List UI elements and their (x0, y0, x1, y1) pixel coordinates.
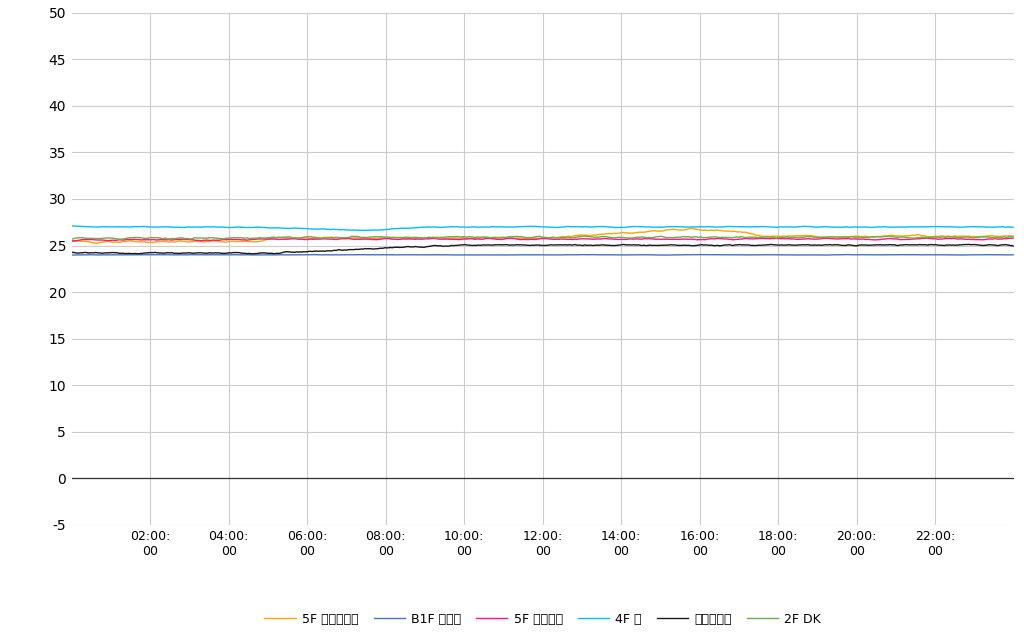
5F アトリウム (66, 237, 78, 245)
5F 打合せ室 (813, 235, 825, 243)
5F アトリウム (275, 234, 288, 241)
Line: 外部・木陰: 外部・木陰 (72, 244, 1013, 254)
外部・木陰 (381, 244, 393, 252)
5F 打合せ室 (253, 235, 265, 243)
4F 室 (382, 226, 394, 234)
5F 打合せ室 (275, 236, 288, 243)
2F DK (275, 234, 288, 241)
5F アトリウム (1007, 232, 1019, 240)
外部・木陰 (896, 241, 908, 249)
4F 室 (690, 223, 702, 230)
外部・木陰 (963, 241, 975, 248)
外部・木陰 (1007, 242, 1019, 250)
2F DK (66, 236, 78, 243)
外部・木陰 (690, 241, 702, 249)
Line: 5F 打合せ室: 5F 打合せ室 (72, 238, 1013, 241)
Legend: 5F アトリウム, B1F 設計室, 5F 打合せ室, 4F 室, 外部・木陰, 2F DK: 5F アトリウム, B1F 設計室, 5F 打合せ室, 4F 室, 外部・木陰,… (259, 608, 826, 631)
B1F 設計室 (274, 251, 287, 259)
B1F 設計室 (841, 251, 853, 259)
5F アトリウム (381, 234, 393, 242)
5F 打合せ室 (66, 237, 78, 244)
外部・木陰 (253, 250, 265, 257)
5F 打合せ室 (690, 236, 702, 243)
2F DK (381, 233, 393, 241)
B1F 設計室 (252, 251, 264, 259)
B1F 設計室 (690, 251, 702, 259)
4F 室 (1007, 223, 1019, 231)
5F アトリウム (686, 225, 698, 232)
B1F 設計室 (813, 251, 825, 259)
4F 室 (275, 225, 288, 232)
B1F 設計室 (66, 251, 78, 259)
4F 室 (66, 222, 78, 230)
Line: 5F アトリウム: 5F アトリウム (72, 228, 1013, 243)
2F DK (896, 233, 908, 241)
5F アトリウム (896, 232, 908, 240)
2F DK (690, 233, 702, 241)
B1F 設計室 (1007, 251, 1019, 259)
Line: 4F 室: 4F 室 (72, 226, 1013, 230)
5F 打合せ室 (68, 237, 80, 245)
4F 室 (896, 223, 908, 231)
外部・木陰 (275, 249, 288, 257)
4F 室 (813, 223, 825, 231)
5F 打合せ室 (381, 235, 393, 243)
4F 室 (253, 223, 265, 231)
5F アトリウム (690, 225, 702, 233)
5F 打合せ室 (896, 236, 908, 243)
外部・木陰 (246, 250, 258, 258)
2F DK (115, 236, 127, 243)
B1F 設計室 (380, 251, 392, 259)
外部・木陰 (66, 248, 78, 256)
2F DK (1007, 233, 1019, 241)
B1F 設計室 (896, 251, 908, 259)
Line: 2F DK: 2F DK (72, 236, 1013, 239)
2F DK (813, 234, 825, 241)
5F 打合せ室 (1007, 234, 1019, 242)
5F アトリウム (90, 239, 102, 247)
2F DK (579, 232, 591, 240)
B1F 設計室 (658, 252, 671, 259)
4F 室 (354, 227, 367, 234)
5F アトリウム (253, 237, 265, 245)
2F DK (253, 234, 265, 241)
5F アトリウム (813, 234, 825, 241)
外部・木陰 (813, 241, 825, 249)
4F 室 (69, 222, 81, 230)
